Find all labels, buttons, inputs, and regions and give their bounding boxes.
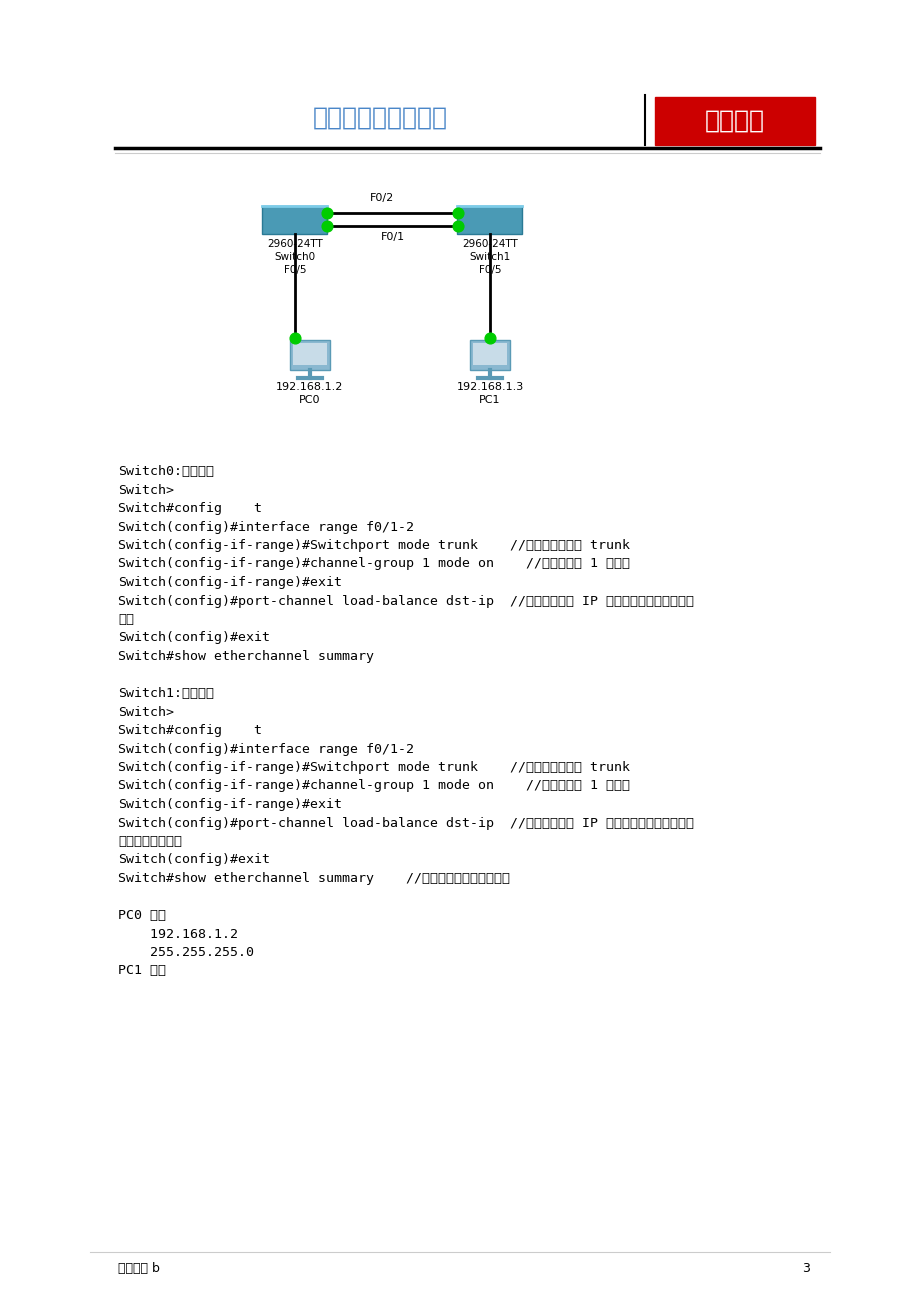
Text: Switch0:具体操作: Switch0:具体操作 <box>118 465 214 478</box>
Text: PC0: PC0 <box>299 395 321 405</box>
Text: 3: 3 <box>801 1262 809 1275</box>
Text: 192.168.1.3: 192.168.1.3 <box>456 381 523 392</box>
Point <box>450 203 465 224</box>
Text: Switch#show etherchannel summary    //显示以太网通道组的情况: Switch#show etherchannel summary //显示以太网… <box>118 872 509 885</box>
Text: PC0 设置: PC0 设置 <box>118 909 165 922</box>
Text: Switch(config)#port-channel load-balance dst-ip  //按照目标主机 IP 地址数据分发来实现负载: Switch(config)#port-channel load-balance… <box>118 595 693 608</box>
FancyBboxPatch shape <box>472 342 506 365</box>
Text: 192.168.1.2: 192.168.1.2 <box>276 381 344 392</box>
Text: Switch(config-if-range)#Switchport mode trunk    //设置端口模式为 trunk: Switch(config-if-range)#Switchport mode … <box>118 760 630 773</box>
FancyBboxPatch shape <box>654 98 814 145</box>
Text: Switch(config)#interface range f0/1-2: Switch(config)#interface range f0/1-2 <box>118 742 414 755</box>
Text: 2960-24TT: 2960-24TT <box>267 240 323 249</box>
Point <box>450 216 465 237</box>
Text: Switch(config-if-range)#exit: Switch(config-if-range)#exit <box>118 575 342 589</box>
Text: 教育专业 b: 教育专业 b <box>118 1262 160 1275</box>
Text: 网通道组负载平衡: 网通道组负载平衡 <box>118 835 182 848</box>
Point <box>288 328 302 349</box>
Text: PC1: PC1 <box>479 395 500 405</box>
Text: F0/1: F0/1 <box>380 232 404 242</box>
Text: Switch0: Switch0 <box>274 253 315 262</box>
Text: Switch(config-if-range)#Switchport mode trunk    //设置端口模式为 trunk: Switch(config-if-range)#Switchport mode … <box>118 539 630 552</box>
Text: 2960-24TT: 2960-24TT <box>461 240 517 249</box>
Text: Switch(config)#port-channel load-balance dst-ip  //按照目标主机 IP 地址数据分发来实现以太: Switch(config)#port-channel load-balance… <box>118 816 693 829</box>
Text: Switch(config)#interface range f0/1-2: Switch(config)#interface range f0/1-2 <box>118 521 414 534</box>
FancyBboxPatch shape <box>457 206 522 234</box>
Point <box>319 203 334 224</box>
FancyBboxPatch shape <box>262 206 327 234</box>
Text: 255.255.255.0: 255.255.255.0 <box>118 947 254 960</box>
Text: Switch(config-if-range)#exit: Switch(config-if-range)#exit <box>118 798 342 811</box>
FancyBboxPatch shape <box>292 342 326 365</box>
Text: Switch1:具体操作: Switch1:具体操作 <box>118 687 214 700</box>
Text: 仅供参考: 仅供参考 <box>704 109 765 133</box>
Text: F0/2: F0/2 <box>370 193 394 203</box>
FancyBboxPatch shape <box>289 340 330 370</box>
Text: Switch(config-if-range)#channel-group 1 mode on    //加入链路组 1 并开启: Switch(config-if-range)#channel-group 1 … <box>118 557 630 570</box>
Text: PC1 设置: PC1 设置 <box>118 965 165 978</box>
Text: F0/5: F0/5 <box>283 266 306 275</box>
Point <box>319 216 334 237</box>
Text: Switch#show etherchannel summary: Switch#show etherchannel summary <box>118 650 374 663</box>
Text: 页眉页脚可一键删除: 页眉页脚可一键删除 <box>312 105 447 130</box>
Text: Switch#config    t: Switch#config t <box>118 503 262 516</box>
FancyBboxPatch shape <box>470 340 509 370</box>
Text: Switch>: Switch> <box>118 706 174 719</box>
Text: Switch(config)#exit: Switch(config)#exit <box>118 854 269 867</box>
Text: Switch#config    t: Switch#config t <box>118 724 262 737</box>
Text: Switch(config-if-range)#channel-group 1 mode on    //加入链路组 1 并开启: Switch(config-if-range)#channel-group 1 … <box>118 780 630 793</box>
Text: Switch>: Switch> <box>118 483 174 496</box>
Text: 192.168.1.2: 192.168.1.2 <box>118 927 238 940</box>
Point <box>482 328 497 349</box>
Text: 平衡: 平衡 <box>118 613 134 626</box>
Text: Switch(config)#exit: Switch(config)#exit <box>118 631 269 644</box>
Text: F0/5: F0/5 <box>478 266 501 275</box>
Text: Switch1: Switch1 <box>469 253 510 262</box>
